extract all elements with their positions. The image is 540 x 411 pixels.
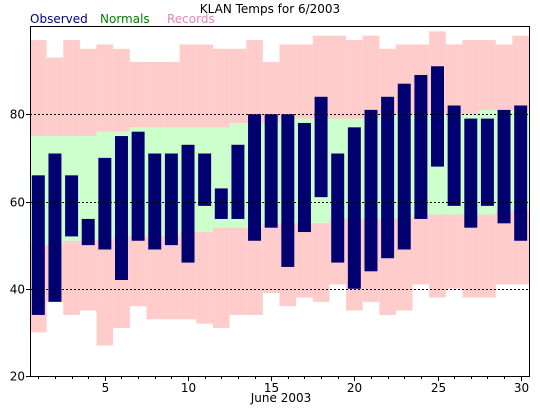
x-tick-label: 25 — [431, 381, 446, 395]
observed-bar — [414, 74, 428, 219]
plot-frame — [30, 26, 530, 377]
observed-bar — [264, 114, 278, 228]
observed-bar — [65, 175, 79, 237]
y-tick-label: 60 — [10, 196, 25, 210]
observed-bar — [497, 109, 511, 224]
observed-bar — [514, 105, 528, 241]
observed-bar — [331, 153, 345, 263]
observed-bar — [281, 114, 295, 267]
normals-bar — [79, 136, 97, 241]
y-tick-label: 20 — [10, 370, 25, 384]
observed-bar — [447, 105, 461, 206]
legend-records: Records — [167, 12, 215, 26]
x-axis-label: June 2003 — [250, 391, 312, 405]
x-tick-label: 15 — [264, 381, 279, 395]
observed-bar — [98, 157, 112, 250]
y-tick-label: 40 — [10, 283, 25, 297]
observed-bar — [231, 144, 245, 219]
observed-bar — [198, 153, 212, 206]
axes: 20 40 60 80 5 10 15 20 25 30 — [10, 108, 529, 396]
x-tick-label: 10 — [181, 381, 196, 395]
x-tick-label: 5 — [102, 381, 110, 395]
observed-bar — [214, 188, 228, 219]
observed-bar — [181, 144, 195, 263]
observed-bar — [347, 127, 361, 289]
legend-normals: Normals — [100, 12, 150, 26]
observed-bar — [464, 118, 478, 228]
observed-bar — [364, 109, 378, 272]
observed-series — [31, 66, 528, 315]
observed-bar — [431, 66, 444, 167]
y-tick-label: 80 — [10, 108, 25, 122]
observed-bar — [480, 118, 494, 206]
observed-bar — [297, 122, 311, 233]
observed-bar — [131, 131, 145, 241]
observed-bar — [31, 175, 45, 315]
x-tick-label: 20 — [347, 381, 362, 395]
observed-bar — [248, 114, 262, 241]
observed-bar — [81, 218, 95, 246]
legend-observed: Observed — [30, 12, 88, 26]
gridlines — [30, 114, 529, 290]
observed-bar — [48, 153, 62, 302]
observed-bar — [381, 96, 395, 259]
observed-bar — [164, 153, 178, 246]
x-tick-label: 30 — [514, 381, 529, 395]
observed-bar — [115, 136, 128, 281]
observed-bar — [397, 83, 411, 250]
chart-title: KLAN Temps for 6/2003 — [200, 2, 340, 16]
bars-layer — [30, 31, 529, 346]
observed-bar — [314, 96, 328, 198]
observed-bar — [148, 153, 162, 250]
